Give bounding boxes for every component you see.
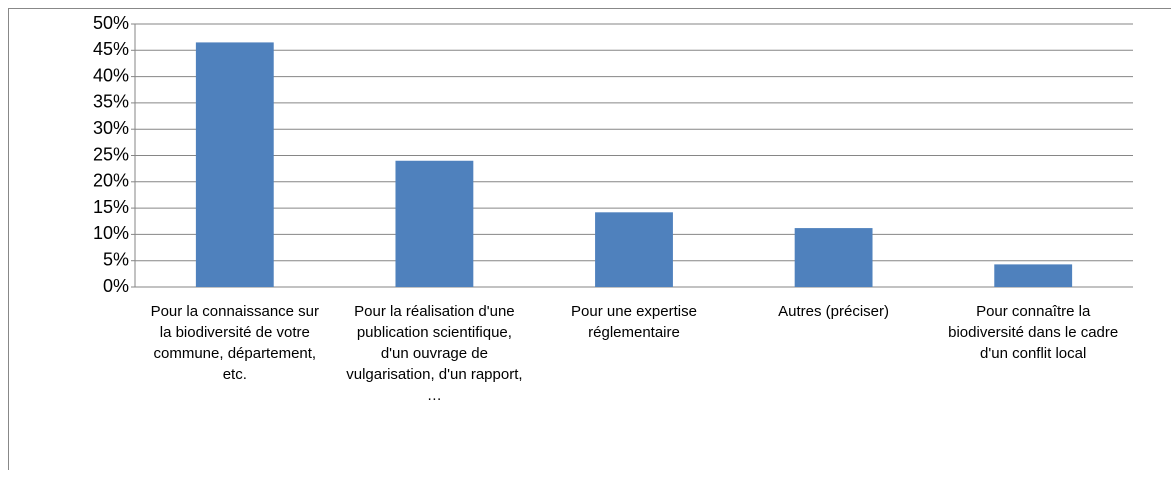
y-tick-label: 45% xyxy=(93,39,129,59)
x-tick-label: Pour la connaissance sur la biodiversité… xyxy=(150,303,320,383)
y-tick-label: 50% xyxy=(93,13,129,33)
frame xyxy=(8,8,1171,470)
bar xyxy=(395,160,474,287)
y-tick-label: 40% xyxy=(93,65,129,85)
x-tick-label: Pour une expertise réglementaire xyxy=(571,303,697,341)
y-tick-label: 30% xyxy=(93,118,129,138)
y-tick-label: 10% xyxy=(93,223,129,243)
bar xyxy=(195,42,274,287)
x-tick-label: Autres (préciser) xyxy=(778,303,890,320)
y-tick-label: 5% xyxy=(103,249,129,269)
x-tick-label: Pour connaître la biodiversité dans le c… xyxy=(948,303,1119,362)
y-tick-label: 0% xyxy=(103,276,129,296)
y-tick-label: 35% xyxy=(93,92,129,112)
x-tick-label: Pour la réalisation d'une publication sc… xyxy=(346,303,523,404)
y-tick-label: 25% xyxy=(93,144,129,164)
y-tick-label: 20% xyxy=(93,171,129,191)
bar xyxy=(595,212,673,287)
y-tick-label: 15% xyxy=(93,197,129,217)
bar xyxy=(994,264,1073,287)
bar xyxy=(794,228,873,287)
